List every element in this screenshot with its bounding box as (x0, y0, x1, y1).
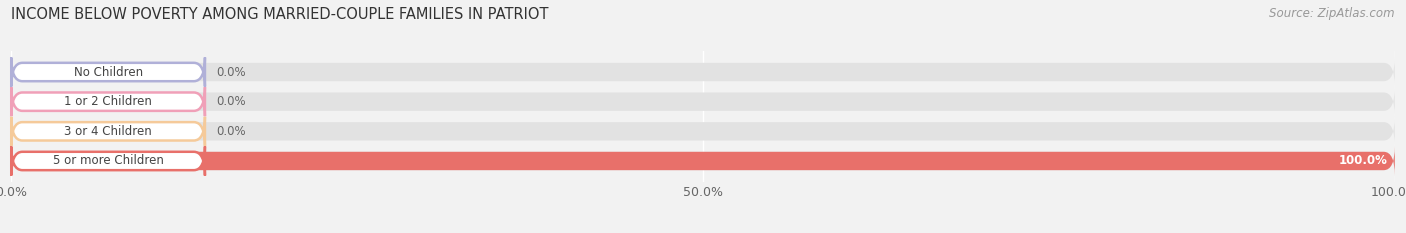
Text: INCOME BELOW POVERTY AMONG MARRIED-COUPLE FAMILIES IN PATRIOT: INCOME BELOW POVERTY AMONG MARRIED-COUPL… (11, 7, 548, 22)
FancyBboxPatch shape (11, 147, 205, 175)
Text: 3 or 4 Children: 3 or 4 Children (65, 125, 152, 138)
FancyBboxPatch shape (11, 58, 205, 86)
FancyBboxPatch shape (11, 87, 1395, 116)
FancyBboxPatch shape (11, 87, 205, 116)
Text: 100.0%: 100.0% (1339, 154, 1388, 168)
Text: 1 or 2 Children: 1 or 2 Children (65, 95, 152, 108)
Text: 0.0%: 0.0% (217, 65, 246, 79)
Text: 0.0%: 0.0% (217, 125, 246, 138)
FancyBboxPatch shape (11, 147, 1395, 175)
FancyBboxPatch shape (11, 58, 1395, 86)
Text: 5 or more Children: 5 or more Children (52, 154, 163, 168)
Text: Source: ZipAtlas.com: Source: ZipAtlas.com (1270, 7, 1395, 20)
FancyBboxPatch shape (11, 117, 1395, 146)
Text: 0.0%: 0.0% (217, 95, 246, 108)
FancyBboxPatch shape (11, 117, 205, 146)
FancyBboxPatch shape (11, 147, 1395, 175)
Text: No Children: No Children (73, 65, 142, 79)
